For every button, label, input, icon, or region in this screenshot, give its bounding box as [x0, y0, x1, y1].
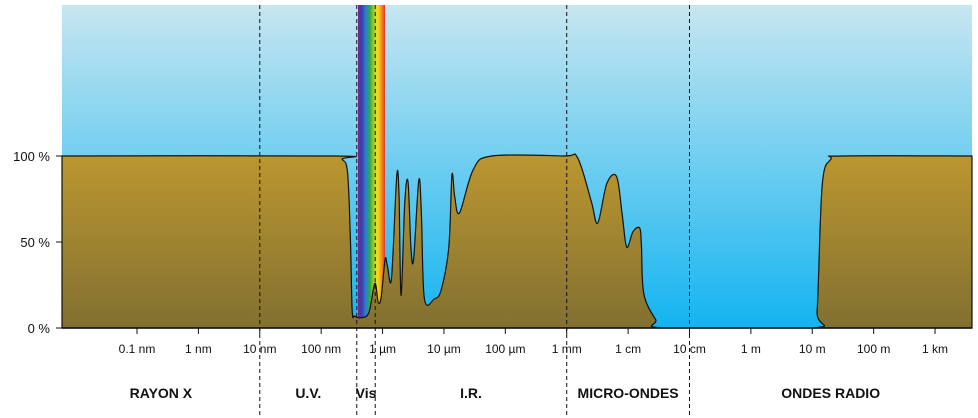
x-tick-label: 100 m [857, 342, 890, 356]
y-tick-label: 50 % [20, 235, 50, 250]
opacity-area [61, 153, 973, 329]
y-axis: 0 % 50 % 100 % [13, 149, 62, 336]
x-tick-label: 1 nm [185, 342, 212, 356]
x-tick-label: 10 µm [427, 342, 461, 356]
region-label: RAYON X [130, 385, 193, 401]
x-tick-label: 100 µm [485, 342, 525, 356]
x-tick-label: 0.1 nm [119, 342, 156, 356]
y-tick-label: 100 % [13, 149, 50, 164]
region-label: ONDES RADIO [781, 385, 880, 401]
region-label: Vis [356, 385, 377, 401]
visible-spectrum-band [358, 5, 385, 328]
region-label: MICRO-ONDES [578, 385, 679, 401]
region-labels: RAYON X U.V. Vis I.R. MICRO-ONDES ONDES RADIO [130, 385, 881, 401]
region-label: I.R. [460, 385, 482, 401]
y-tick-label: 0 % [28, 321, 51, 336]
region-label: U.V. [295, 385, 321, 401]
x-axis: 0.1 nm 1 nm 10 nm 100 nm 1 µm 10 µm 100 µm 1 mm… [119, 328, 948, 356]
x-tick-label: 1 km [922, 342, 948, 356]
x-tick-label: 100 nm [301, 342, 341, 356]
region-dividers [259, 5, 690, 418]
x-tick-label: 10 m [799, 342, 826, 356]
x-tick-label: 1 m [741, 342, 761, 356]
x-tick-label: 1 µm [369, 342, 396, 356]
x-tick-label: 1 cm [615, 342, 641, 356]
